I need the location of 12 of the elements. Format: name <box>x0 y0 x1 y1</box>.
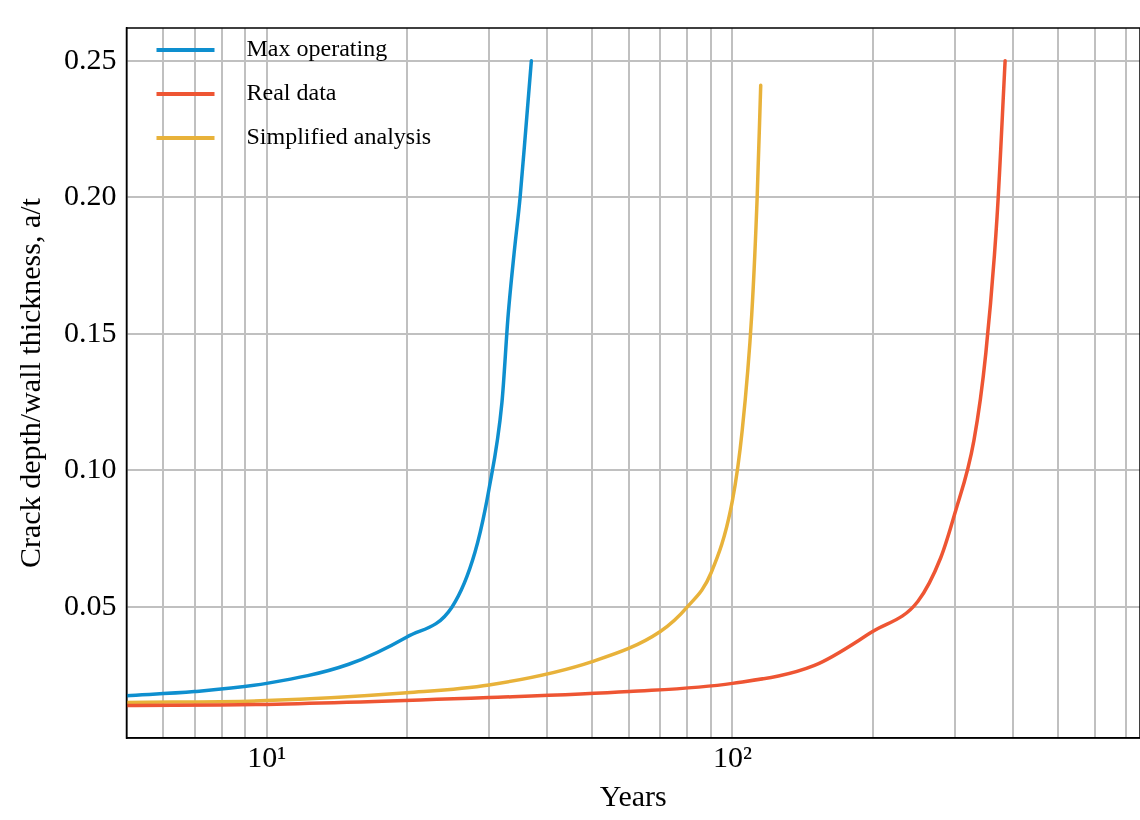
y-tick-label: 0.10 <box>64 451 117 485</box>
y-axis-title: Crack depth/wall thickness, a/t <box>12 197 46 568</box>
legend-label: Max operating <box>246 35 388 62</box>
x-tick-label: 10¹ <box>247 739 287 773</box>
legend-label: Simplified analysis <box>246 123 432 150</box>
legend-label: Real data <box>246 79 337 106</box>
y-tick-label: 0.05 <box>64 587 117 621</box>
x-axis-title: Years <box>599 778 667 812</box>
y-tick-label: 0.25 <box>64 41 117 75</box>
y-tick-label: 0.15 <box>64 314 117 348</box>
y-tick-label: 0.20 <box>64 178 117 212</box>
x-tick-label: 10² <box>712 739 752 773</box>
